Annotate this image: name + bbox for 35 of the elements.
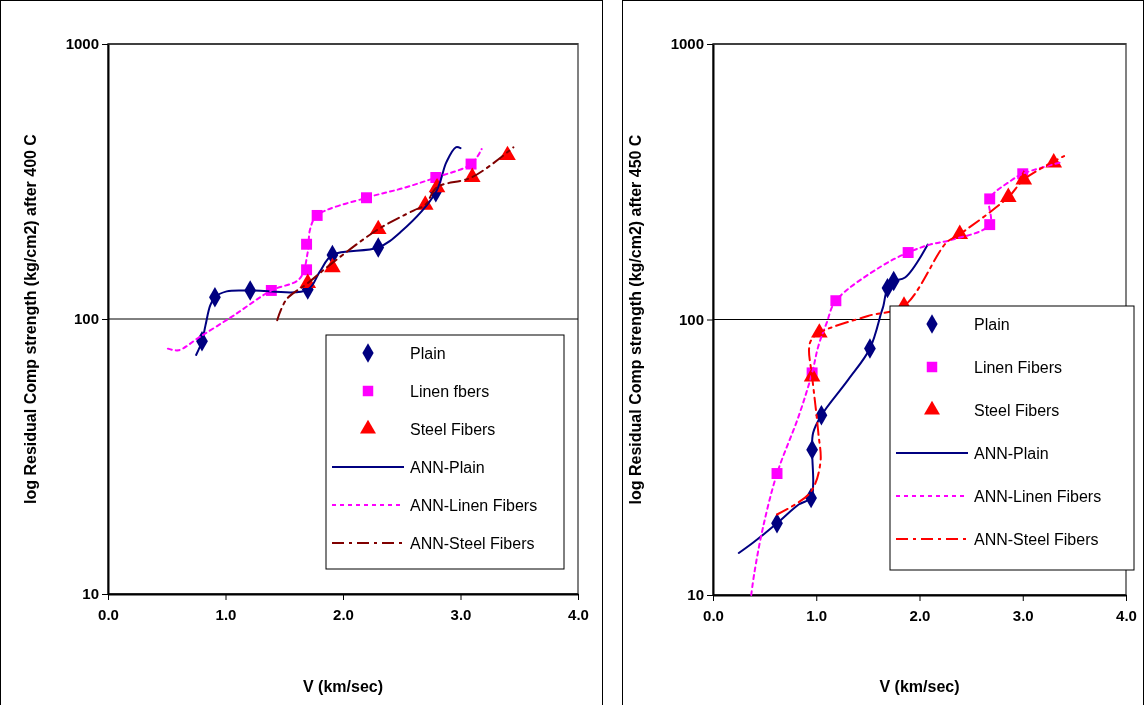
point [902,247,914,259]
legend-label: ANN-Steel Fibers [410,534,535,552]
legend-label: ANN-Linen Fibers [410,496,538,514]
x-axis-title: V (km/sec) [302,678,384,695]
y-tick-label: 10 [82,585,99,603]
line-series [737,243,929,555]
y-tick-label: 100 [73,310,99,328]
legend-label: Linen fbers [410,382,490,400]
legend-label: ANN-Plain [410,458,485,476]
y-axis-title: log Residual Comp strength (kg/cm2) after 400 C [22,133,39,504]
legend-label: ANN-Plain [974,444,1049,462]
y-tick-label: 1000 [670,35,704,53]
y-tick-label: 10 [687,586,704,604]
x-tick-label: 2.0 [909,606,931,624]
x-tick-label: 4.0 [1116,606,1137,624]
y-axis-title: log Residual Comp strength (kg/cm2) after 450 C [627,134,644,505]
y-tick-label: 1000 [65,35,99,53]
x-tick-label: 1.0 [215,605,237,623]
legend-label: Plain [974,315,1010,333]
x-tick-label: 1.0 [806,606,828,624]
x-tick-label: 4.0 [568,605,589,623]
x-tick-label: 0.0 [98,605,119,623]
x-tick-label: 3.0 [1012,606,1034,624]
legend-label: Plain [410,344,446,362]
line-series [276,146,515,322]
legend-label: Linen Fibers [974,358,1063,376]
legend-label: ANN-Linen Fibers [974,487,1102,505]
legend-label: Steel Fibers [974,401,1060,419]
x-axis-title: V (km/sec) [879,678,960,695]
x-tick-label: 3.0 [450,605,472,623]
y-tick-label: 100 [678,310,704,328]
x-tick-label: 2.0 [333,605,354,623]
x-tick-label: 0.0 [703,606,724,624]
legend-label: ANN-Steel Fibers [974,530,1099,548]
legend-label: Steel Fibers [410,420,496,438]
